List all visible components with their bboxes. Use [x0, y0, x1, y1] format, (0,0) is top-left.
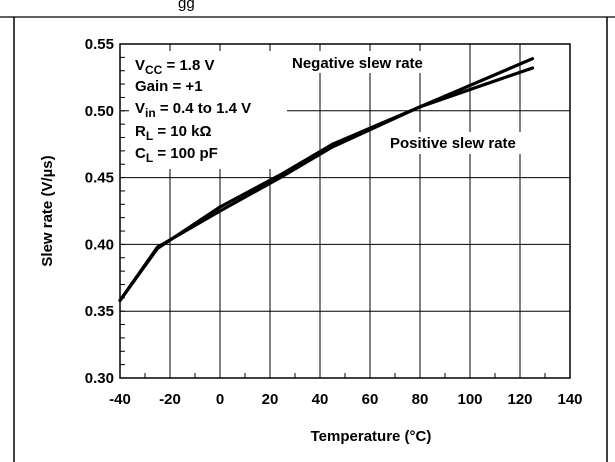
positive-slew-rate-label: Positive slew rate — [390, 135, 516, 152]
condition-rl: RL = 10 kΩ — [135, 123, 212, 143]
y-axis-title: Slew rate (V/µs) — [39, 155, 56, 266]
x-tick-label-0: -40 — [109, 391, 131, 408]
x-tick-label-5: 60 — [362, 391, 379, 408]
x-tick-label-8: 120 — [507, 391, 532, 408]
x-tick-label-7: 100 — [457, 391, 482, 408]
condition-vcc: VCC = 1.8 V — [135, 57, 214, 77]
conditions-background — [129, 51, 287, 169]
y-tick-label-2: 0.40 — [85, 236, 114, 253]
plot-border — [119, 43, 571, 379]
negative-slew-rate-label: Negative slew rate — [292, 55, 423, 72]
y-tick-label-4: 0.50 — [85, 103, 114, 120]
tick-labels: -40 -20 0 20 40 60 80 100 120 140 0.30 0.35 0.40 0.45… — [85, 36, 583, 408]
condition-gain: Gain = +1 — [135, 78, 203, 95]
x-tick-label-6: 80 — [412, 391, 429, 408]
top-fragment-text: gg — [178, 0, 195, 12]
y-tick-label-0: 0.30 — [85, 370, 114, 387]
series-lines — [118, 57, 535, 303]
x-axis-title: Temperature (°C) — [311, 428, 432, 445]
y-tick-label-5: 0.55 — [85, 36, 114, 53]
y-tick-label-3: 0.45 — [85, 170, 114, 187]
x-tick-label-1: -20 — [159, 391, 181, 408]
y-tick-label-1: 0.35 — [85, 303, 114, 320]
x-tick-label-2: 0 — [216, 391, 224, 408]
conditions-block: VCC = 1.8 V Gain = +1 Vin = 0.4 to 1.4 V… — [129, 51, 287, 169]
negative-label-background — [288, 51, 448, 73]
x-tick-label-4: 40 — [312, 391, 329, 408]
x-tick-label-3: 20 — [262, 391, 279, 408]
positive-label-background — [386, 132, 544, 154]
condition-vin: Vin = 0.4 to 1.4 V — [135, 100, 251, 120]
x-tick-label-9: 140 — [557, 391, 582, 408]
series-line-1 — [118, 66, 535, 303]
condition-cl: CL = 100 pF — [135, 145, 218, 165]
